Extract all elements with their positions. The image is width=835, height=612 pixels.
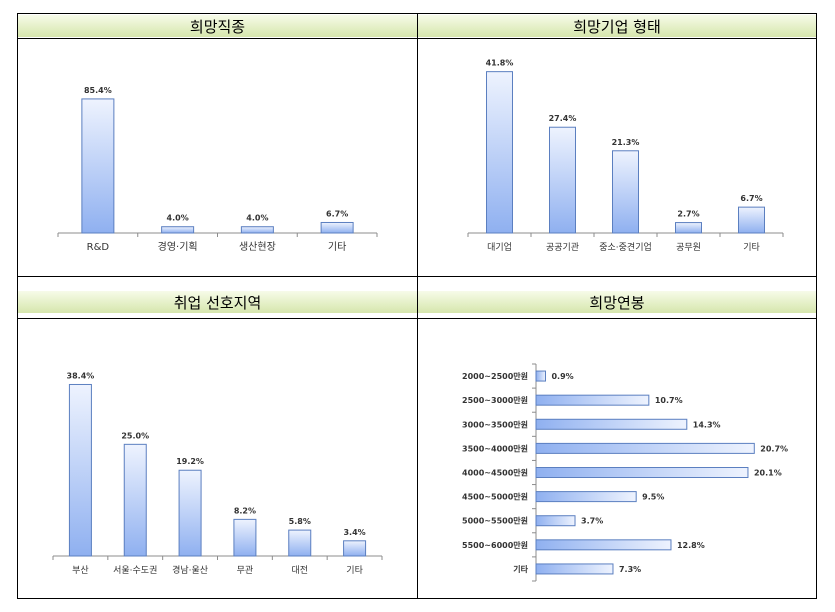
bar (535, 418, 688, 430)
bar (486, 71, 513, 234)
bar-value-label: 12.8% (677, 541, 705, 550)
bar (233, 518, 257, 557)
bar-value-label: 8.2% (234, 506, 256, 515)
bar-value-label: 41.8% (486, 59, 514, 68)
category-label: 2000~2500만원 (462, 371, 528, 381)
bar-value-label: 85.4% (84, 86, 112, 95)
bar-value-label: 0.9% (551, 372, 573, 381)
bar (535, 491, 637, 503)
bar (240, 226, 274, 234)
bar (549, 126, 576, 234)
bar-value-label: 6.7% (740, 194, 762, 203)
category-label: 중소·중견기업 (599, 241, 652, 253)
category-label: 3000~3500만원 (462, 419, 528, 429)
bar (535, 394, 650, 406)
bar (178, 469, 202, 557)
chart-grid: 희망직종 희망기업 형태 취업 선호지역 희망연봉 85.4% R&D 4.0% 경영… (17, 13, 817, 599)
category-label: 공무원 (676, 242, 701, 253)
bar (535, 563, 614, 575)
panel-header-job-type: 희망직종 (18, 15, 417, 37)
bar (535, 370, 546, 382)
grid-divider-vertical (417, 14, 418, 598)
bar-value-label: 2.7% (677, 210, 699, 219)
category-label: 5000~5500만원 (462, 516, 528, 526)
bar-value-label: 9.5% (642, 493, 664, 502)
bar-value-label: 25.0% (121, 431, 149, 440)
bar-value-label: 6.7% (326, 209, 348, 218)
bar-value-label: 4.0% (246, 214, 268, 223)
bar-value-label: 3.4% (343, 528, 365, 537)
bar (343, 540, 367, 557)
category-label: 3500~4000만원 (462, 443, 528, 453)
bar-value-label: 20.1% (754, 469, 782, 478)
desired-salary-chart: 0.9% 2000~2500만원 10.7% 2500~3000만원 14.3% 3000… (462, 363, 788, 582)
category-label: 경영·기획 (158, 240, 198, 253)
bar (535, 442, 755, 454)
category-label: 대기업 (487, 242, 512, 253)
bar (288, 529, 312, 557)
grid-divider-header-top (18, 38, 816, 39)
bar (535, 539, 672, 551)
panel-header-desired-salary: 희망연봉 (418, 291, 816, 313)
category-label: R&D (87, 242, 110, 253)
category-label: 4500~5000만원 (462, 492, 528, 502)
bar-value-label: 7.3% (619, 565, 641, 574)
bar-value-label: 3.7% (581, 517, 603, 526)
bar (161, 226, 195, 234)
category-label: 부산 (72, 565, 89, 576)
panel-header-company-type: 희망기업 형태 (418, 15, 816, 37)
grid-divider-middle (18, 276, 816, 277)
grid-divider-header-bottom (18, 318, 816, 319)
bar-value-label: 27.4% (549, 114, 577, 123)
category-label: 2500~3000만원 (462, 395, 528, 405)
category-label: 기타 (743, 242, 760, 253)
bar (320, 221, 354, 234)
bar (68, 383, 92, 557)
bar (535, 515, 576, 527)
panel-header-preferred-region: 취업 선호지역 (18, 291, 417, 313)
bar-value-label: 5.8% (289, 517, 311, 526)
category-label: 경남·울산 (172, 564, 208, 576)
category-label: 생산현장 (239, 241, 276, 253)
bar-value-label: 10.7% (655, 396, 683, 405)
bar-value-label: 4.0% (167, 214, 189, 223)
category-label: 5500~6000만원 (462, 540, 528, 550)
bar-value-label: 38.4% (67, 371, 95, 380)
preferred-region-chart: 38.4% 부산 25.0% 서울·수도권 19.2% 경남·울산 8.2% 무관 5.8% 대전… (52, 371, 383, 576)
category-label: 대전 (291, 565, 308, 576)
bar-value-label: 14.3% (693, 420, 721, 429)
bar-value-label: 20.7% (760, 444, 788, 453)
company-type-chart: 41.8% 대기업 27.4% 공공기관 21.3% 중소·중견기업 2.7% 공무원 6.7%… (467, 59, 784, 253)
bar (81, 98, 115, 234)
category-label: 4000~4500만원 (462, 468, 528, 478)
category-label: 기타 (346, 565, 363, 576)
category-label: 무관 (237, 565, 254, 576)
bar (675, 222, 702, 234)
category-label: 기타 (513, 564, 528, 574)
bar (612, 150, 639, 234)
bar (123, 443, 147, 557)
category-label: 기타 (328, 241, 346, 253)
job-type-chart: 85.4% R&D 4.0% 경영·기획 4.0% 생산현장 6.7% 기타 (57, 86, 378, 253)
category-label: 공공기관 (546, 242, 579, 253)
bar (535, 467, 749, 478)
bar (738, 206, 765, 234)
bar-value-label: 21.3% (612, 138, 640, 147)
category-label: 서울·수도권 (113, 564, 157, 576)
bar-value-label: 19.2% (176, 457, 204, 466)
